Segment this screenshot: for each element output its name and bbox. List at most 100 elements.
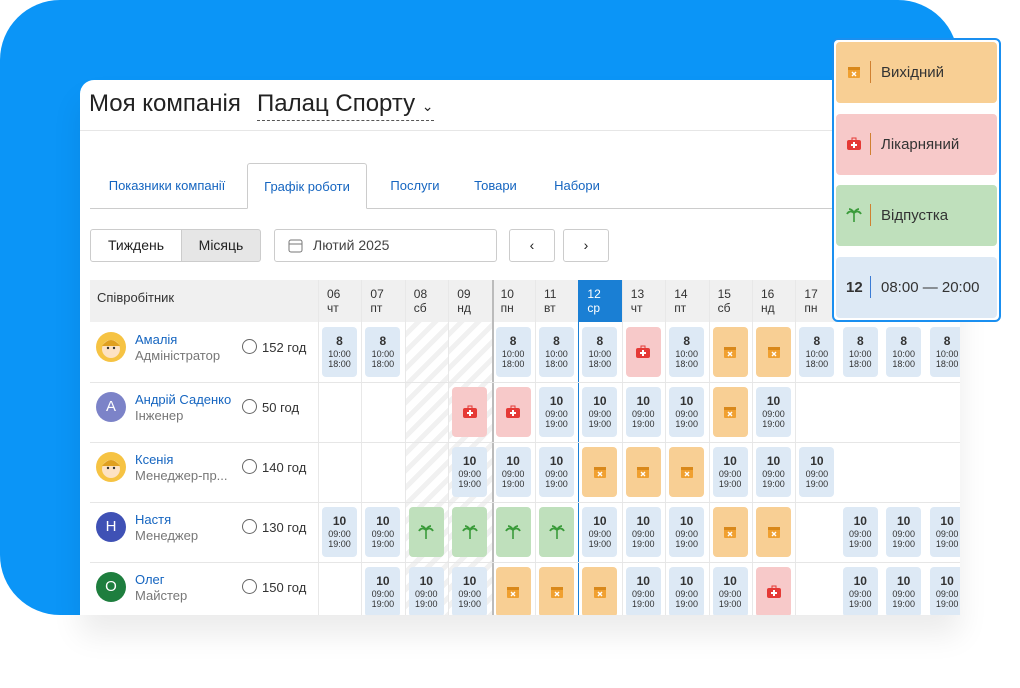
tab[interactable]: Набори xyxy=(554,178,600,193)
day-cell[interactable]: 10 09:00 19:00 xyxy=(322,507,357,557)
employee-name[interactable]: Ксенія xyxy=(135,452,174,467)
day-number: 16 xyxy=(761,287,775,301)
day-cell[interactable] xyxy=(495,387,531,437)
day-cell[interactable] xyxy=(582,567,618,615)
day-cell[interactable] xyxy=(495,507,531,557)
day-cell[interactable]: 8 10:00 18:00 xyxy=(929,327,960,377)
view-button[interactable]: Тиждень xyxy=(90,229,182,262)
period-picker[interactable]: Лютий 2025 xyxy=(274,229,497,262)
day-cell[interactable]: 10 09:00 19:00 xyxy=(842,507,878,557)
day-cell[interactable] xyxy=(669,447,705,497)
day-cell[interactable]: 8 10:00 18:00 xyxy=(886,327,922,377)
row-line xyxy=(90,382,960,383)
employee-name[interactable]: Настя xyxy=(135,512,172,527)
tab[interactable]: Товари xyxy=(474,178,517,193)
day-number: 17 xyxy=(804,287,818,301)
shift-hours: 8 xyxy=(509,334,517,348)
day-cell[interactable] xyxy=(756,567,791,615)
day-cell[interactable]: 10 09:00 19:00 xyxy=(669,507,705,557)
day-cell[interactable]: 10 09:00 19:00 xyxy=(539,447,574,497)
day-cell[interactable] xyxy=(539,507,574,557)
day-cell[interactable]: 10 09:00 19:00 xyxy=(929,507,960,557)
day-cell[interactable] xyxy=(408,507,444,557)
day-cell[interactable]: 10 09:00 19:00 xyxy=(365,567,401,615)
day-cell[interactable]: 10 09:00 19:00 xyxy=(365,507,401,557)
day-cell[interactable] xyxy=(625,327,661,377)
employee-name[interactable]: Олег xyxy=(135,572,165,587)
day-cell[interactable]: 10 09:00 19:00 xyxy=(582,507,618,557)
day-cell[interactable]: 10 09:00 19:00 xyxy=(452,447,488,497)
day-cell[interactable]: 10 09:00 19:00 xyxy=(625,507,661,557)
day-cell[interactable]: 8 10:00 18:00 xyxy=(582,327,618,377)
day-number: 13 xyxy=(630,287,645,301)
day-cell[interactable] xyxy=(452,507,488,557)
tab[interactable]: Послуги xyxy=(390,178,440,193)
separator xyxy=(870,204,871,226)
day-cell[interactable]: 10 09:00 19:00 xyxy=(929,567,960,615)
day-cell[interactable]: 10 09:00 19:00 xyxy=(408,567,444,615)
shift-end: 19:00 xyxy=(849,599,872,609)
day-cell[interactable]: 10 09:00 19:00 xyxy=(582,387,618,437)
day-cell[interactable]: 10 09:00 19:00 xyxy=(756,387,791,437)
day-cell[interactable]: 10 09:00 19:00 xyxy=(799,447,835,497)
tab[interactable]: Графік роботи xyxy=(247,163,367,209)
tab[interactable]: Показники компанії xyxy=(108,178,226,193)
day-cell[interactable] xyxy=(712,507,748,557)
shift-end: 19:00 xyxy=(718,479,742,489)
day-cell[interactable]: 10 09:00 19:00 xyxy=(625,567,661,615)
day-cell[interactable]: 8 10:00 18:00 xyxy=(365,327,401,377)
day-cell[interactable]: 10 09:00 19:00 xyxy=(886,507,922,557)
day-cell[interactable]: 8 10:00 18:00 xyxy=(322,327,357,377)
day-cell[interactable]: 10 09:00 19:00 xyxy=(886,567,922,615)
prev-button[interactable]: ‹ xyxy=(509,229,555,262)
shift-hours: 10 xyxy=(636,394,650,408)
legend-item: Лікарняний xyxy=(836,114,997,175)
venue-select[interactable]: Палац Спорту ⌄ xyxy=(257,90,434,121)
day-cell[interactable]: 10 09:00 19:00 xyxy=(452,567,488,615)
day-cell[interactable]: 10 09:00 19:00 xyxy=(539,387,574,437)
clock-icon xyxy=(242,339,257,354)
day-cell[interactable] xyxy=(712,387,748,437)
employee-role: Інженер xyxy=(135,408,184,423)
day-cell[interactable] xyxy=(495,567,531,615)
clock-icon xyxy=(242,519,257,534)
day-cell[interactable]: 10 09:00 19:00 xyxy=(669,387,705,437)
shift-hours: 10 xyxy=(723,574,737,588)
shift-end: 19:00 xyxy=(675,539,698,549)
day-cell[interactable] xyxy=(582,447,618,497)
weekday: вт xyxy=(544,301,556,315)
shift-start: 10:00 xyxy=(588,349,612,359)
day-cell[interactable] xyxy=(625,447,661,497)
employee-name[interactable]: Амалія xyxy=(135,332,178,347)
shift-end: 19:00 xyxy=(545,419,568,429)
shift-hours: 10 xyxy=(463,574,477,588)
next-button[interactable]: › xyxy=(563,229,609,262)
day-cell[interactable] xyxy=(756,327,791,377)
day-cell[interactable]: 8 10:00 18:00 xyxy=(842,327,878,377)
view-button[interactable]: Місяць xyxy=(181,229,261,262)
shift-start: 09:00 xyxy=(415,589,438,599)
day-cell[interactable]: 10 09:00 19:00 xyxy=(669,567,705,615)
day-cell[interactable] xyxy=(452,387,488,437)
weekday: чт xyxy=(327,301,339,315)
shift-start: 09:00 xyxy=(588,409,612,419)
day-cell[interactable]: 10 09:00 19:00 xyxy=(756,447,791,497)
day-cell[interactable] xyxy=(539,567,574,615)
day-cell[interactable]: 8 10:00 18:00 xyxy=(669,327,705,377)
day-cell[interactable]: 10 09:00 19:00 xyxy=(625,387,661,437)
day-cell[interactable]: 10 09:00 19:00 xyxy=(712,447,748,497)
venue: Палац Спорту xyxy=(257,90,416,117)
shift-start: 10:00 xyxy=(675,349,698,359)
day-cell[interactable]: 8 10:00 18:00 xyxy=(539,327,574,377)
vacation-icon xyxy=(461,525,478,539)
day-cell[interactable]: 10 09:00 19:00 xyxy=(712,567,748,615)
employee-name[interactable]: Андрій Саденко xyxy=(135,392,232,407)
day-cell[interactable]: 8 10:00 18:00 xyxy=(495,327,531,377)
day-cell[interactable]: 10 09:00 19:00 xyxy=(842,567,878,615)
shift-end: 18:00 xyxy=(588,359,612,369)
day-cell[interactable]: 8 10:00 18:00 xyxy=(799,327,835,377)
day-cell[interactable]: 10 09:00 19:00 xyxy=(495,447,531,497)
day-cell[interactable] xyxy=(712,327,748,377)
legend-item: Відпустка xyxy=(836,185,997,246)
day-cell[interactable] xyxy=(756,507,791,557)
